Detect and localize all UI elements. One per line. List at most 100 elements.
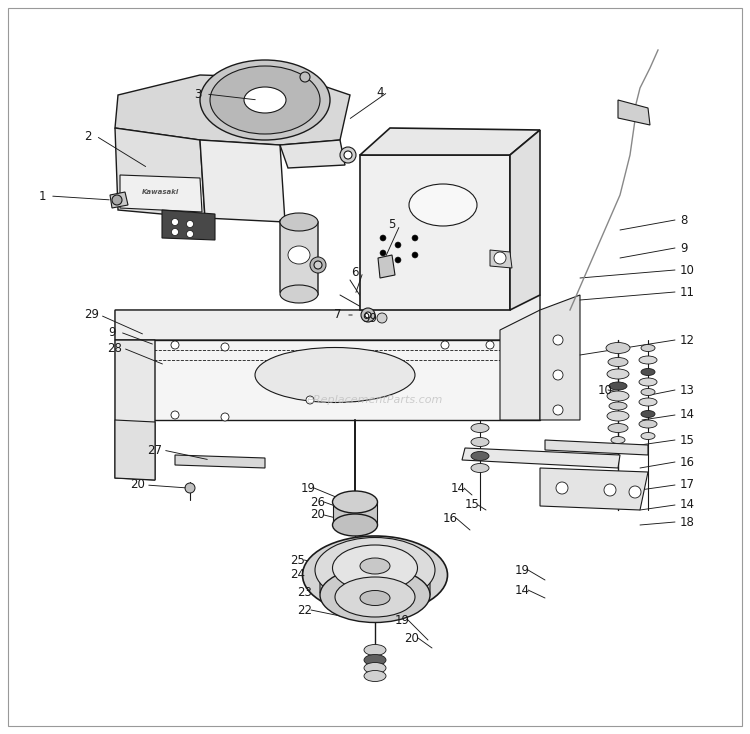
Ellipse shape	[471, 451, 489, 460]
Text: 20: 20	[130, 479, 146, 492]
Text: 24: 24	[290, 569, 305, 581]
Polygon shape	[360, 128, 540, 155]
Ellipse shape	[364, 670, 386, 681]
Text: 29: 29	[85, 308, 100, 321]
Circle shape	[629, 486, 641, 498]
Circle shape	[380, 250, 386, 256]
Circle shape	[441, 341, 449, 349]
Ellipse shape	[639, 420, 657, 428]
Polygon shape	[280, 220, 318, 295]
Circle shape	[171, 411, 179, 419]
Polygon shape	[320, 570, 430, 595]
Polygon shape	[500, 310, 540, 420]
Polygon shape	[462, 448, 620, 468]
Text: 22: 22	[298, 603, 313, 617]
Ellipse shape	[409, 184, 477, 226]
Text: Kawasaki: Kawasaki	[141, 189, 178, 195]
Circle shape	[494, 252, 506, 264]
Circle shape	[300, 72, 310, 82]
Text: 99: 99	[362, 311, 377, 324]
Circle shape	[395, 257, 401, 263]
Text: 17: 17	[680, 479, 695, 492]
Text: 10: 10	[680, 264, 694, 277]
Text: 1: 1	[38, 189, 46, 203]
Circle shape	[310, 257, 326, 273]
Circle shape	[185, 483, 195, 493]
Ellipse shape	[641, 344, 655, 352]
Text: 9: 9	[680, 241, 688, 255]
Circle shape	[112, 195, 122, 205]
Polygon shape	[115, 310, 360, 340]
Polygon shape	[115, 295, 540, 340]
Text: 14: 14	[680, 498, 695, 512]
Circle shape	[365, 312, 371, 318]
Circle shape	[553, 370, 563, 380]
Text: 11: 11	[680, 286, 695, 299]
Polygon shape	[490, 250, 512, 268]
Text: 14: 14	[514, 584, 529, 597]
Polygon shape	[333, 502, 377, 525]
Ellipse shape	[471, 424, 489, 432]
Ellipse shape	[302, 536, 448, 614]
Polygon shape	[115, 340, 540, 420]
Polygon shape	[378, 255, 395, 278]
Ellipse shape	[315, 537, 435, 603]
Circle shape	[171, 341, 179, 349]
Ellipse shape	[360, 558, 390, 574]
Text: 15: 15	[680, 434, 694, 446]
Circle shape	[306, 396, 314, 404]
Ellipse shape	[608, 357, 628, 366]
Ellipse shape	[280, 213, 318, 231]
Circle shape	[344, 151, 352, 159]
Polygon shape	[360, 155, 510, 310]
Circle shape	[187, 220, 194, 228]
Circle shape	[395, 242, 401, 248]
Ellipse shape	[471, 437, 489, 446]
Ellipse shape	[332, 514, 377, 536]
Text: 4: 4	[376, 85, 384, 98]
Ellipse shape	[607, 369, 629, 379]
Ellipse shape	[360, 590, 390, 606]
Polygon shape	[115, 128, 205, 218]
Ellipse shape	[607, 411, 629, 421]
Circle shape	[604, 484, 616, 496]
Circle shape	[377, 313, 387, 323]
Ellipse shape	[641, 410, 655, 418]
Ellipse shape	[332, 545, 418, 591]
Ellipse shape	[332, 491, 377, 513]
Text: 18: 18	[680, 515, 694, 528]
Circle shape	[361, 308, 375, 322]
Ellipse shape	[280, 285, 318, 303]
Ellipse shape	[364, 655, 386, 666]
Text: 23: 23	[298, 586, 313, 598]
Circle shape	[556, 482, 568, 494]
Ellipse shape	[641, 388, 655, 396]
Ellipse shape	[200, 60, 330, 140]
Circle shape	[340, 147, 356, 163]
Text: 20: 20	[404, 631, 419, 644]
Ellipse shape	[641, 368, 655, 376]
Ellipse shape	[611, 437, 625, 443]
Ellipse shape	[364, 663, 386, 674]
Circle shape	[172, 228, 178, 236]
Text: 10: 10	[598, 383, 613, 396]
Circle shape	[221, 413, 229, 421]
Polygon shape	[540, 295, 580, 420]
Circle shape	[486, 341, 494, 349]
Circle shape	[172, 219, 178, 225]
Text: 3: 3	[194, 87, 202, 101]
Text: 26: 26	[310, 495, 326, 509]
Circle shape	[314, 261, 322, 269]
Ellipse shape	[288, 246, 310, 264]
Polygon shape	[162, 210, 215, 240]
Text: 19: 19	[514, 564, 529, 576]
Circle shape	[221, 343, 229, 351]
Circle shape	[380, 265, 386, 271]
Ellipse shape	[335, 577, 415, 617]
Ellipse shape	[210, 66, 320, 134]
Text: 15: 15	[464, 498, 479, 512]
Text: eReplacementParts.com: eReplacementParts.com	[307, 395, 443, 405]
Ellipse shape	[639, 398, 657, 406]
Polygon shape	[280, 140, 345, 168]
Polygon shape	[110, 192, 128, 208]
